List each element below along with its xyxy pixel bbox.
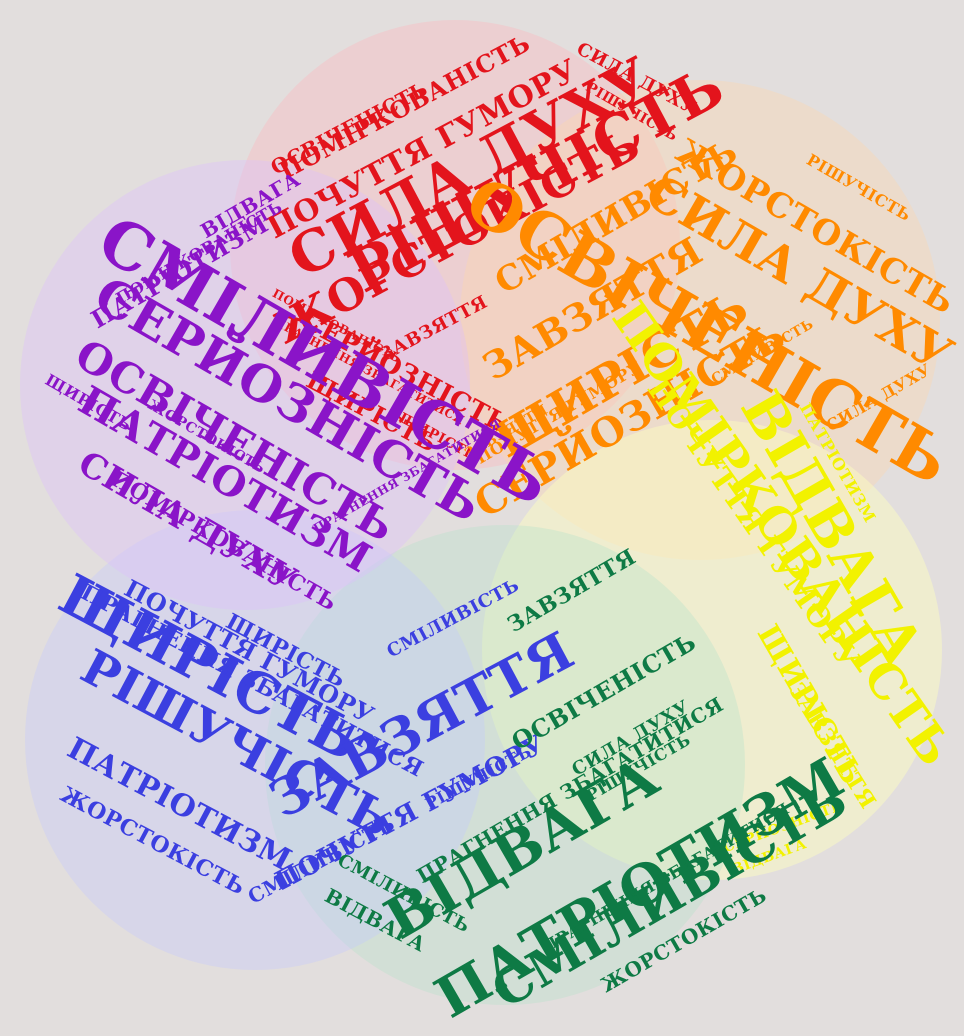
petal-purple bbox=[20, 160, 470, 610]
petal-orange bbox=[460, 80, 940, 560]
petal-green bbox=[265, 525, 745, 1005]
petal-yellow bbox=[482, 420, 942, 880]
petal-red bbox=[230, 20, 680, 470]
petal-blue bbox=[25, 510, 485, 970]
